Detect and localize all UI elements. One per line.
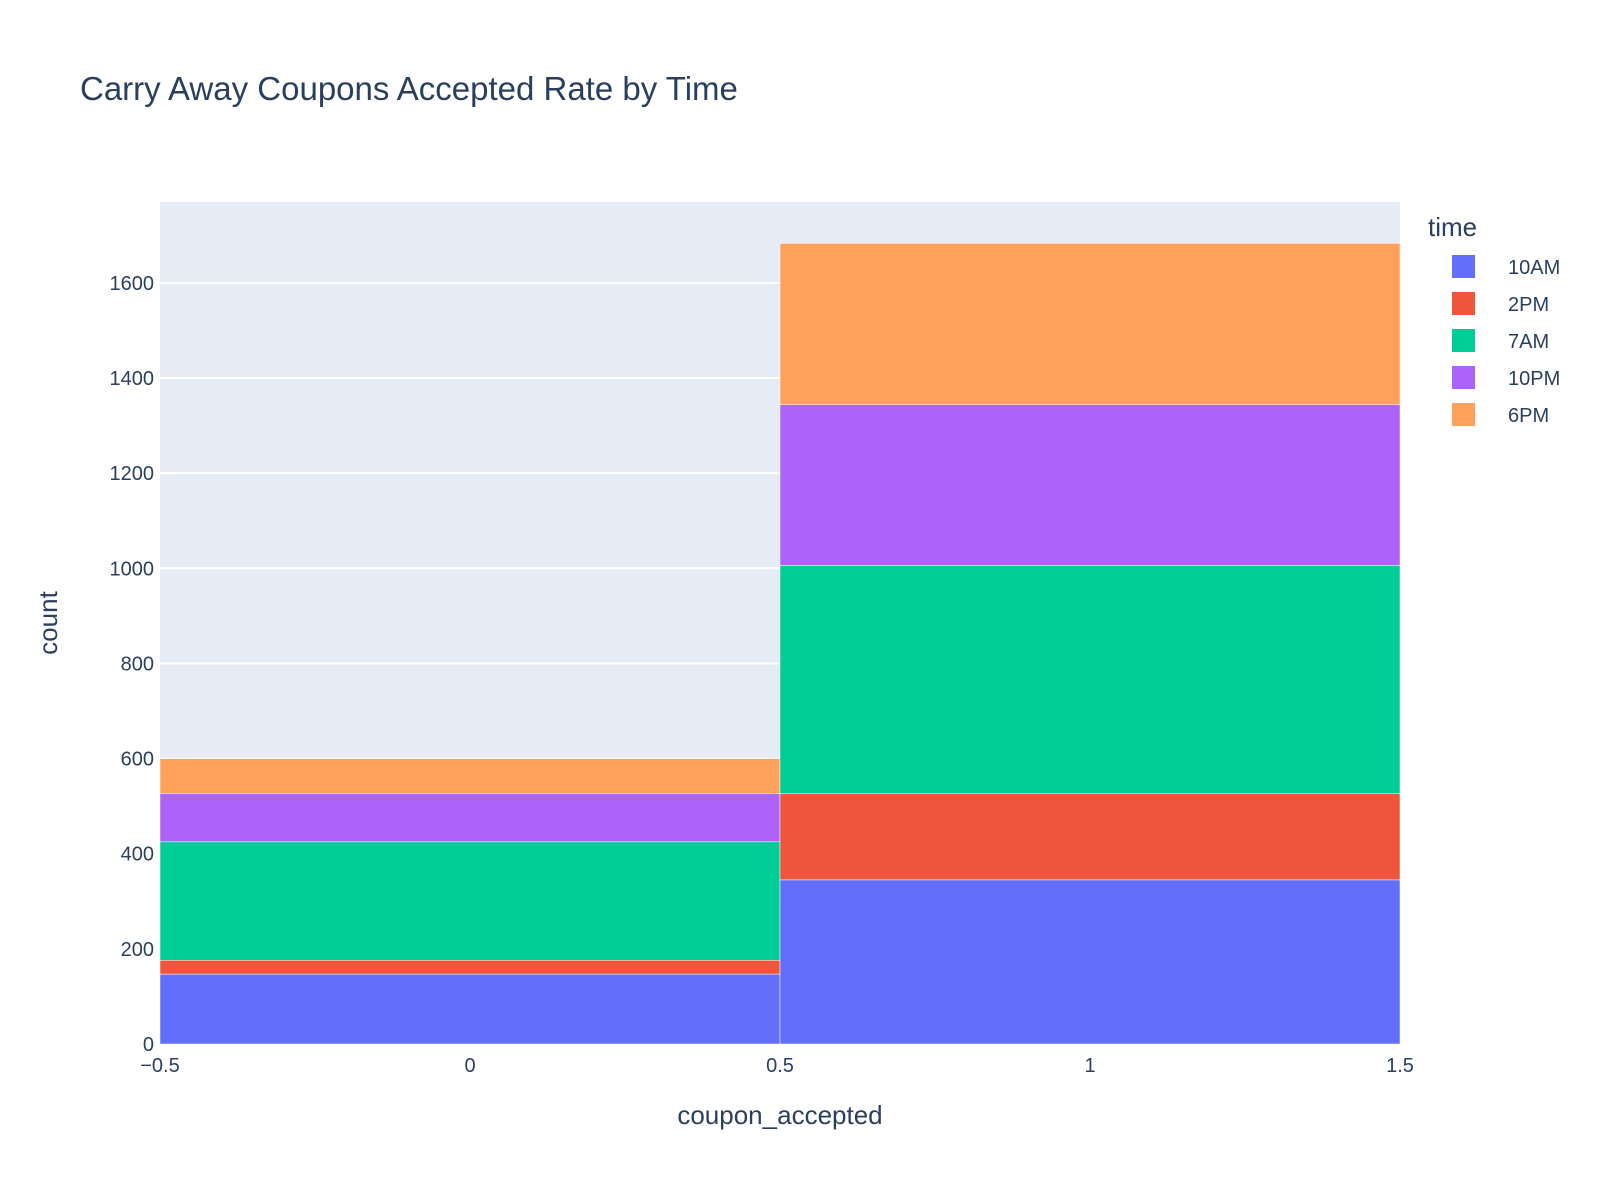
legend-label-10pm: 10PM: [1508, 368, 1560, 390]
y-axis-ticks: 0 200 400 600 800 1000 1200 1400 1600: [110, 273, 155, 1056]
legend-swatch-10pm: [1452, 366, 1475, 389]
bar-7am-bin-1: [779, 565, 1401, 795]
legend: time 10AM 2PM 7AM 10PM 6PM: [1428, 212, 1560, 427]
bar-6pm-bin-0: [159, 758, 781, 795]
y-tick-label: 1200: [110, 463, 155, 485]
y-tick-label: 1600: [110, 273, 155, 295]
legend-title: time: [1428, 212, 1477, 242]
y-tick-label: 1400: [110, 368, 155, 390]
x-tick-label: 1: [1084, 1055, 1095, 1077]
x-tick-label: 0: [464, 1055, 475, 1077]
legend-label-7am: 7AM: [1508, 331, 1549, 353]
bar-10am-bin-1: [779, 879, 1401, 1045]
y-tick-label: 600: [121, 749, 154, 771]
chart-title: Carry Away Coupons Accepted Rate by Time: [80, 70, 738, 107]
x-tick-label: 0.5: [766, 1055, 794, 1077]
x-tick-label: −0.5: [140, 1055, 179, 1077]
bar-2pm-bin-0: [159, 960, 781, 975]
bar-2pm-bin-1: [779, 793, 1401, 881]
legend-swatch-2pm: [1452, 292, 1475, 315]
bars: [159, 243, 1401, 1045]
x-axis-ticks: −0.5 0 0.5 1 1.5: [140, 1055, 1414, 1077]
bar-10am-bin-0: [159, 973, 781, 1045]
y-axis-title: count: [33, 590, 63, 654]
bar-10pm-bin-0: [159, 793, 781, 843]
legend-swatch-6pm: [1452, 403, 1475, 426]
y-tick-label: 800: [121, 653, 154, 675]
y-tick-label: 400: [121, 844, 154, 866]
legend-label-10am: 10AM: [1508, 257, 1560, 279]
y-tick-label: 200: [121, 939, 154, 961]
legend-swatch-10am: [1452, 255, 1475, 278]
x-tick-label: 1.5: [1386, 1055, 1414, 1077]
bar-7am-bin-0: [159, 841, 781, 961]
legend-label-6pm: 6PM: [1508, 405, 1549, 427]
y-tick-label: 0: [143, 1034, 154, 1056]
x-axis-title: coupon_accepted: [677, 1100, 882, 1130]
legend-swatch-7am: [1452, 329, 1475, 352]
bar-10pm-bin-1: [779, 404, 1401, 566]
bar-6pm-bin-1: [779, 243, 1401, 405]
y-tick-label: 1000: [110, 558, 155, 580]
legend-label-2pm: 2PM: [1508, 294, 1549, 316]
